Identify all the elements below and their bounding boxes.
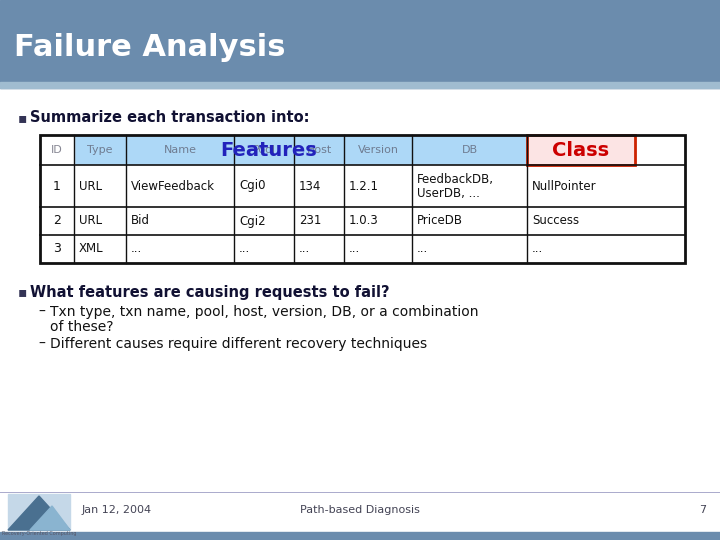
Text: URL: URL <box>79 179 102 192</box>
Text: 3: 3 <box>53 242 61 255</box>
Text: UserDB, ...: UserDB, ... <box>417 186 480 199</box>
Text: Failure Analysis: Failure Analysis <box>14 33 286 63</box>
Bar <box>74 135 527 165</box>
Bar <box>40 235 685 263</box>
Text: Path-based Diagnosis: Path-based Diagnosis <box>300 505 420 515</box>
Text: 7: 7 <box>699 505 706 515</box>
Text: ...: ... <box>417 242 428 255</box>
Text: ...: ... <box>532 242 544 255</box>
Text: ▪: ▪ <box>18 285 27 299</box>
Bar <box>40 135 74 165</box>
Bar <box>40 207 685 235</box>
Text: Recovery-Oriented Computing: Recovery-Oriented Computing <box>1 531 76 537</box>
Text: Cgi0: Cgi0 <box>239 179 266 192</box>
Text: ID: ID <box>51 145 63 155</box>
Text: 1.2.1: 1.2.1 <box>349 179 379 192</box>
Text: ...: ... <box>349 242 360 255</box>
Text: What features are causing requests to fail?: What features are causing requests to fa… <box>30 285 390 300</box>
Text: Jan 12, 2004: Jan 12, 2004 <box>82 505 152 515</box>
Text: Success: Success <box>532 214 579 227</box>
Text: PriceDB: PriceDB <box>417 214 463 227</box>
Text: 231: 231 <box>299 214 321 227</box>
Text: Host: Host <box>307 145 332 155</box>
Text: Name: Name <box>163 145 197 155</box>
Text: Pool: Pool <box>253 145 276 155</box>
Text: 134: 134 <box>299 179 321 192</box>
Text: –: – <box>38 305 45 319</box>
Text: 1.0.3: 1.0.3 <box>349 214 379 227</box>
Text: URL: URL <box>79 214 102 227</box>
Polygon shape <box>30 506 70 530</box>
Bar <box>527 135 635 165</box>
Text: Version: Version <box>358 145 398 155</box>
Text: of these?: of these? <box>50 320 114 334</box>
Text: ...: ... <box>131 242 143 255</box>
Text: Bid: Bid <box>131 214 150 227</box>
Polygon shape <box>8 496 70 530</box>
Bar <box>527 135 635 165</box>
Text: ▪: ▪ <box>18 111 27 125</box>
Text: Summarize each transaction into:: Summarize each transaction into: <box>30 111 310 125</box>
Text: FeedbackDB,: FeedbackDB, <box>417 172 494 186</box>
Text: ...: ... <box>299 242 310 255</box>
Text: 1: 1 <box>53 179 61 192</box>
Bar <box>0 532 720 540</box>
Bar <box>0 82 720 88</box>
Text: ViewFeedback: ViewFeedback <box>131 179 215 192</box>
Text: Class: Class <box>552 140 610 159</box>
Text: XML: XML <box>79 242 104 255</box>
Text: 2: 2 <box>53 214 61 227</box>
Text: Features: Features <box>220 140 318 159</box>
Text: DB: DB <box>462 145 477 155</box>
Text: Txn type, txn name, pool, host, version, DB, or a combination: Txn type, txn name, pool, host, version,… <box>50 305 479 319</box>
Text: NullPointer: NullPointer <box>532 179 597 192</box>
Text: ...: ... <box>239 242 251 255</box>
Bar <box>40 135 685 263</box>
Bar <box>40 165 685 207</box>
Text: Different causes require different recovery techniques: Different causes require different recov… <box>50 337 427 351</box>
Bar <box>8 494 70 530</box>
Text: Type: Type <box>87 145 113 155</box>
Text: –: – <box>38 337 45 351</box>
Bar <box>0 0 720 88</box>
Text: Cgi2: Cgi2 <box>239 214 266 227</box>
